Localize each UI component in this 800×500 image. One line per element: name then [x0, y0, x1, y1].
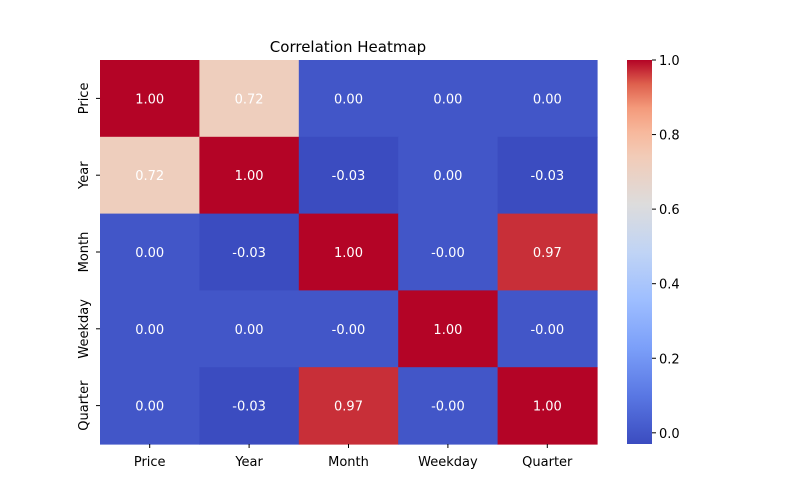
heatmap-cell-label: 0.00 [334, 92, 363, 107]
heatmap-cell-label: 1.00 [533, 400, 562, 415]
x-tick-label: Year [234, 455, 263, 470]
heatmap-cell [298, 290, 399, 368]
heatmap-cell [298, 213, 399, 291]
heatmap-cell-label: 1.00 [235, 169, 264, 184]
colorbar-tick-label: 0.8 [659, 129, 680, 144]
heatmap-cells [100, 60, 598, 445]
heatmap-cell [398, 367, 499, 445]
heatmap-cell [298, 60, 399, 138]
heatmap-cell [100, 136, 200, 215]
x-tick-label: Price [134, 455, 166, 470]
heatmap-cell [100, 60, 200, 138]
heatmap-cell [199, 136, 300, 215]
heatmap-cell [398, 290, 499, 368]
heatmap-cell-label: -0.00 [530, 323, 564, 338]
colorbar-tick-label: 0.0 [659, 427, 680, 442]
heatmap-cell-label: 0.00 [433, 92, 462, 107]
x-tick-label: Quarter [522, 455, 573, 470]
heatmap-cell [199, 60, 300, 138]
colorbar-tick-label: 0.4 [659, 278, 680, 293]
heatmap-cell-label: 0.72 [235, 92, 264, 107]
heatmap-cell [398, 136, 499, 215]
heatmap-cell-label: 0.00 [433, 169, 462, 184]
heatmap-cell [398, 60, 499, 138]
chart-title: Correlation Heatmap [270, 38, 426, 56]
heatmap-cell-label: -0.03 [232, 246, 266, 261]
y-axis: Price Year Month Weekday Quarter [77, 83, 100, 431]
heatmap-cell [100, 367, 200, 445]
heatmap-cell-label: 0.72 [135, 169, 164, 184]
heatmap-cell [298, 136, 399, 215]
heatmap-cell-label: 1.00 [135, 92, 164, 107]
heatmap-cell-label: -0.00 [332, 323, 366, 338]
y-tick-label: Quarter [77, 380, 92, 431]
heatmap-cell [497, 136, 598, 215]
x-axis: Price Year Month Weekday Quarter [134, 444, 573, 470]
colorbar-tick-label: 0.6 [659, 203, 680, 218]
y-tick-label: Price [77, 83, 92, 115]
heatmap-cell [199, 213, 300, 291]
heatmap-cell-label: -0.03 [332, 169, 366, 184]
y-tick-label: Weekday [77, 299, 92, 359]
colorbar-gradient [627, 60, 652, 444]
heatmap-cell-label: 0.00 [135, 246, 164, 261]
heatmap-cell-label: -0.00 [431, 400, 465, 415]
heatmap-cell [497, 290, 598, 368]
colorbar-tick-label: 1.0 [659, 54, 680, 69]
heatmap-cell [497, 367, 598, 445]
y-tick-label: Year [77, 161, 92, 190]
heatmap-cell-label: -0.00 [431, 246, 465, 261]
heatmap-cell-label: 1.00 [334, 246, 363, 261]
heatmap-cell [199, 367, 300, 445]
heatmap-cell-label: 0.00 [135, 323, 164, 338]
colorbar: 0.0 0.2 0.4 0.6 0.8 1.0 [627, 54, 680, 444]
heatmap-cell-label: 0.00 [135, 400, 164, 415]
heatmap-cell-label: 1.00 [433, 323, 462, 338]
heatmap-cell [497, 60, 598, 138]
heatmap-cell-label: 0.97 [334, 400, 363, 415]
y-tick-label: Month [77, 232, 92, 273]
heatmap-cell-label: 0.00 [533, 92, 562, 107]
heatmap-cell [100, 213, 200, 291]
heatmap-cell-label: -0.03 [232, 400, 266, 415]
heatmap-cell [100, 290, 200, 368]
heatmap-cell [497, 213, 598, 291]
heatmap-cell-label: 0.00 [235, 323, 264, 338]
heatmap-cell [199, 290, 300, 368]
colorbar-tick-label: 0.2 [659, 352, 680, 367]
x-tick-label: Weekday [418, 455, 478, 470]
x-tick-label: Month [328, 455, 369, 470]
heatmap-cell-labels: 1.00 0.72 0.00 0.00 0.00 0.72 1.00 -0.03 0.00 -0.… [135, 92, 564, 414]
heatmap-cell [298, 367, 399, 445]
heatmap-cell-label: -0.03 [530, 169, 564, 184]
heatmap-cell-label: 0.97 [533, 246, 562, 261]
heatmap-cell [398, 213, 499, 291]
